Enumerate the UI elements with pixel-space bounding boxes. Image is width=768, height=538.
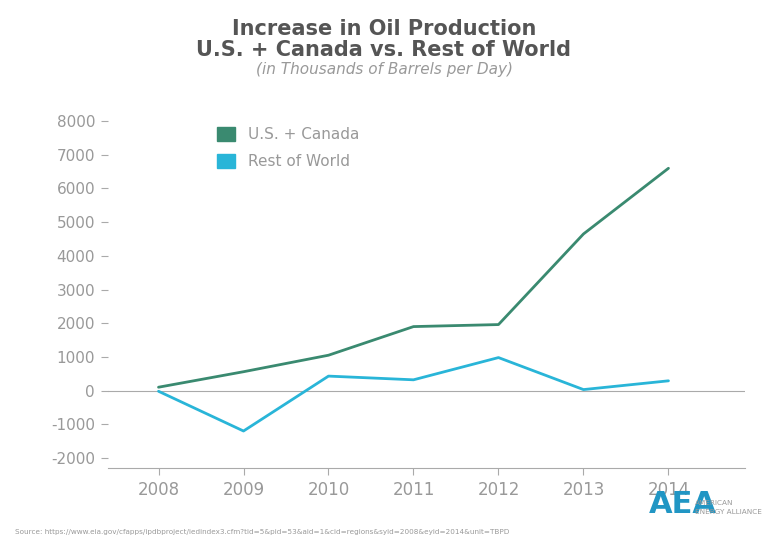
Text: U.S. + Canada vs. Rest of World: U.S. + Canada vs. Rest of World — [197, 40, 571, 60]
Text: Source: https://www.eia.gov/cfapps/ipdbproject/iedindex3.cfm?tid=5&pid=53&aid=1&: Source: https://www.eia.gov/cfapps/ipdbp… — [15, 529, 510, 535]
Legend: U.S. + Canada, Rest of World: U.S. + Canada, Rest of World — [217, 127, 359, 169]
Text: Increase in Oil Production: Increase in Oil Production — [232, 19, 536, 39]
Text: AMERICAN
ENERGY ALLIANCE: AMERICAN ENERGY ALLIANCE — [695, 500, 762, 515]
Text: (in Thousands of Barrels per Day): (in Thousands of Barrels per Day) — [256, 62, 512, 77]
Text: AEA: AEA — [649, 490, 717, 519]
